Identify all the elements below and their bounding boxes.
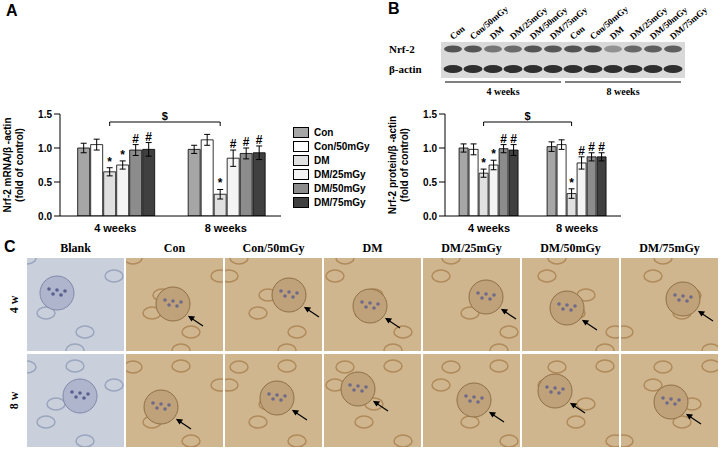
- svg-text:#: #: [132, 132, 139, 146]
- svg-text:4 weeks: 4 weeks: [468, 222, 510, 234]
- svg-text:#: #: [578, 144, 585, 158]
- svg-text:4 weeks: 4 weeks: [94, 222, 136, 234]
- svg-text:1.5: 1.5: [423, 109, 437, 120]
- svg-text:#: #: [230, 137, 237, 151]
- svg-text:DM/75mGy: DM/75mGy: [548, 4, 590, 41]
- svg-text:DM/25mGy: DM/25mGy: [507, 4, 550, 42]
- svg-text:$: $: [525, 110, 531, 122]
- svg-text:β-actin: β-actin: [389, 63, 422, 75]
- html-text:Con: Con: [163, 241, 186, 255]
- svg-text:Nrf-2: Nrf-2: [389, 43, 415, 55]
- svg-text:4 w: 4 w: [7, 295, 21, 313]
- svg-text:#: #: [500, 132, 507, 146]
- html-text:DM/75mGy: DM/75mGy: [314, 197, 366, 208]
- svg-text:8 weeks: 8 weeks: [205, 222, 247, 234]
- svg-text:DM/75mGy: DM/75mGy: [668, 4, 710, 41]
- svg-text:DM: DM: [488, 24, 506, 42]
- svg-text:*: *: [107, 155, 112, 169]
- svg-text:1.5: 1.5: [38, 109, 52, 120]
- svg-text:*: *: [491, 147, 496, 161]
- svg-text:*: *: [481, 156, 486, 170]
- html-text:DM/75mGy: DM/75mGy: [639, 241, 700, 255]
- svg-text:0.5: 0.5: [38, 177, 52, 188]
- html-text:Con/50mGy: Con/50mGy: [242, 241, 305, 255]
- html-text:A: A: [6, 2, 18, 19]
- svg-text:Nrf-2 protein/β -actin(fold of: Nrf-2 protein/β -actin(fold of control): [387, 116, 410, 214]
- svg-text:DM/50mGy: DM/50mGy: [527, 4, 570, 42]
- svg-text:Nrf-2 mRNA/β -actin(fold of co: Nrf-2 mRNA/β -actin(fold of control): [2, 118, 25, 213]
- html-text:DM/50mGy: DM/50mGy: [314, 183, 366, 194]
- svg-text:DM: DM: [608, 24, 626, 42]
- svg-text:Con: Con: [448, 24, 467, 42]
- svg-text:DM/25mGy: DM/25mGy: [627, 4, 670, 42]
- html-text:DM/50mGy: DM/50mGy: [540, 241, 601, 255]
- svg-text:Con/50mGy: Con/50mGy: [588, 4, 630, 42]
- html-text:DM/25mGy: DM/25mGy: [441, 241, 502, 255]
- svg-text:1.0: 1.0: [423, 143, 437, 154]
- html-text:DM/25mGy: DM/25mGy: [314, 169, 366, 180]
- svg-text:8 weeks: 8 weeks: [556, 222, 598, 234]
- svg-text:$: $: [162, 110, 168, 122]
- svg-text:Con: Con: [568, 24, 587, 42]
- svg-text:0.5: 0.5: [423, 177, 437, 188]
- svg-text:#: #: [598, 140, 605, 154]
- svg-text:#: #: [588, 140, 595, 154]
- svg-text:#: #: [243, 135, 250, 149]
- svg-text:8 w: 8 w: [7, 391, 21, 409]
- html-text:DM: DM: [314, 155, 330, 166]
- html-text:Con: Con: [314, 127, 334, 138]
- svg-text:#: #: [510, 132, 517, 146]
- svg-text:*: *: [218, 176, 223, 190]
- svg-text:#: #: [256, 133, 263, 147]
- html-text:C: C: [4, 238, 16, 255]
- svg-text:#: #: [145, 130, 152, 144]
- html-text:Blank: Blank: [60, 241, 91, 255]
- html-text:DM: DM: [362, 241, 383, 255]
- html-text:B: B: [388, 0, 400, 17]
- svg-text:4 weeks: 4 weeks: [486, 86, 519, 97]
- svg-text:8 weeks: 8 weeks: [606, 86, 639, 97]
- html-text:Con/50mGy: Con/50mGy: [314, 141, 370, 152]
- svg-text:0.0: 0.0: [38, 211, 52, 222]
- svg-text:Con/50mGy: Con/50mGy: [468, 4, 510, 42]
- svg-text:DM/50mGy: DM/50mGy: [647, 4, 690, 42]
- svg-text:*: *: [569, 176, 574, 190]
- svg-text:*: *: [120, 148, 125, 162]
- svg-text:1.0: 1.0: [38, 143, 52, 154]
- svg-text:0.0: 0.0: [423, 211, 437, 222]
